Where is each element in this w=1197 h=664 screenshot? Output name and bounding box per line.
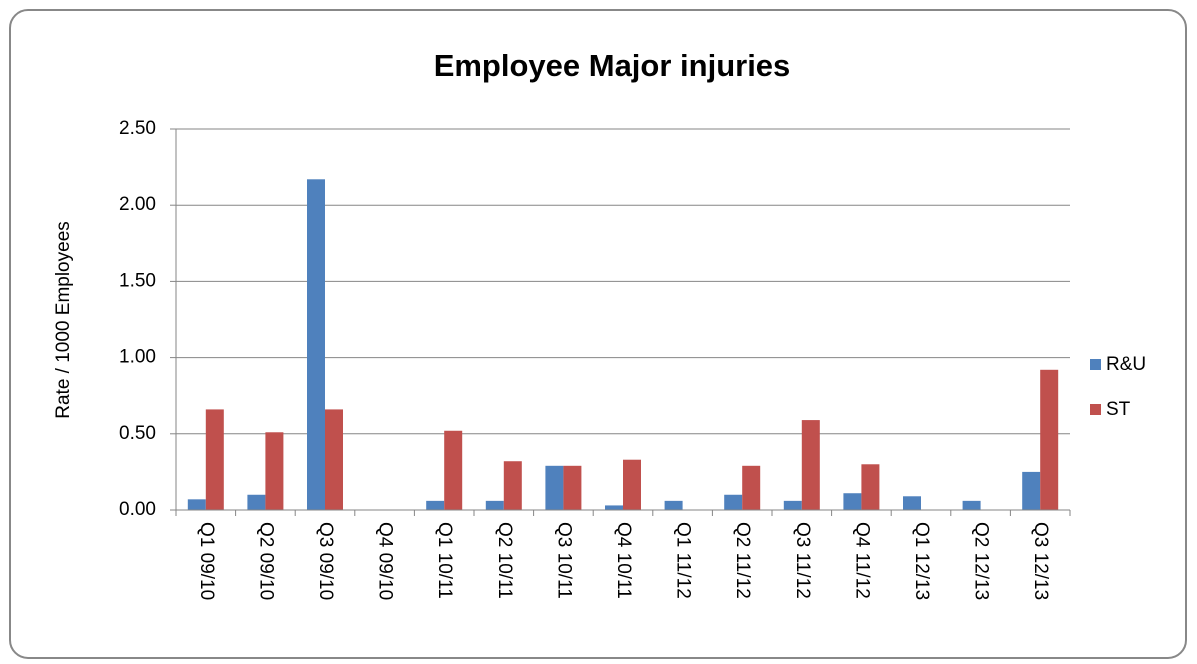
bar: [801, 420, 820, 510]
bar: [325, 409, 343, 510]
bar: [903, 496, 921, 510]
chart-title: Employee Major injuries: [434, 48, 791, 83]
bar: [861, 464, 880, 510]
x-tick-label: Q2 12/13: [971, 522, 992, 600]
y-tick-label: 2.00: [119, 194, 156, 215]
bar: [444, 430, 463, 510]
x-tick-label: Q1 09/10: [196, 522, 217, 600]
bar: [843, 493, 862, 510]
x-tick-label: Q2 10/11: [494, 522, 515, 599]
bar: [724, 494, 743, 510]
x-tick-label: Q2 09/10: [255, 522, 276, 600]
y-tick-label: 1.00: [119, 347, 156, 368]
bar: [187, 499, 206, 510]
x-tick-label: Q4 11/12: [851, 522, 872, 599]
x-tick-label: Q3 11/12: [792, 522, 813, 599]
chart-frame: [9, 9, 1187, 659]
y-axis-label: Rate / 1000 Employees: [53, 221, 74, 419]
x-tick-label: Q4 10/11: [613, 522, 634, 599]
y-tick-label: 1.50: [119, 270, 156, 291]
bar: [623, 459, 641, 510]
legend-label: R&U: [1106, 354, 1146, 375]
x-tick-label: Q1 10/11: [434, 522, 455, 599]
legend-label: ST: [1106, 399, 1131, 420]
bar: [605, 505, 623, 510]
x-tick-label: Q3 12/13: [1030, 522, 1051, 600]
x-tick-label: Q3 09/10: [315, 522, 336, 600]
bar: [503, 461, 522, 510]
bar: [664, 500, 683, 510]
x-tick-label: Q1 11/12: [673, 522, 694, 599]
bar: [545, 465, 564, 510]
y-tick-label: 0.00: [119, 499, 156, 520]
x-tick-label: Q1 12/13: [911, 522, 932, 600]
bar: [783, 500, 802, 510]
bar: [563, 465, 582, 510]
y-tick-label: 2.50: [119, 118, 156, 139]
bar: [1040, 369, 1059, 510]
bar: [247, 494, 266, 510]
x-tick-label: Q4 09/10: [375, 522, 396, 600]
bar: [962, 500, 981, 510]
bar: [485, 500, 504, 510]
bar: [307, 179, 325, 511]
x-tick-label: Q3 10/11: [553, 522, 574, 599]
x-tick-label: Q2 11/12: [732, 522, 753, 599]
bar: [1022, 471, 1041, 510]
y-tick-label: 0.50: [119, 423, 156, 444]
bar: [742, 465, 761, 510]
bar: [426, 500, 445, 510]
legend-swatch: [1090, 404, 1101, 415]
bar: [205, 409, 224, 510]
legend-swatch: [1090, 359, 1101, 370]
bar: [265, 432, 284, 510]
